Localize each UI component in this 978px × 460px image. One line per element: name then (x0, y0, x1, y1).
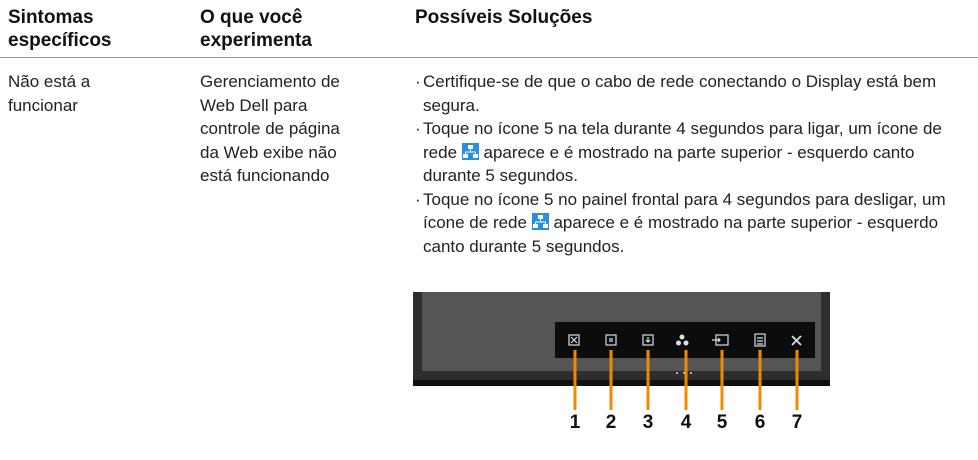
button-label: 4 (680, 412, 692, 433)
solution-item: Toque no ícone 5 no painel frontal para … (415, 188, 955, 259)
symptom-cell: Não está a funcionar (8, 72, 91, 115)
solutions-list: Certifique-se de que o cabo de rede cone… (415, 70, 955, 258)
solution-text: aparece e é mostrado na parte superior -… (423, 213, 939, 256)
network-icon (531, 213, 549, 230)
button-label: 2 (605, 412, 617, 433)
solution-text: aparece e é mostrado na parte superior -… (423, 142, 915, 186)
network-icon (461, 142, 479, 160)
callout-lines (573, 350, 799, 410)
header-rule (0, 57, 978, 58)
solution-text: Certifique-se de que o cabo de rede cone… (423, 72, 937, 115)
solution-item: Certifique-se de que o cabo de rede cone… (415, 70, 955, 117)
button-label: 5 (716, 412, 728, 433)
column-header: O que você experimenta (200, 7, 312, 51)
experience-cell: Gerenciamento de Web Dell para controle … (200, 72, 340, 185)
solution-text: Toque no ícone 5 no painel frontal para … (423, 189, 946, 233)
button-icons (568, 333, 802, 347)
button-label: 7 (791, 412, 803, 433)
solution-item: Toque no ícone 5 na tela durante 4 segun… (415, 117, 955, 188)
button-label: 6 (754, 412, 766, 433)
monitor-bezel (413, 380, 830, 386)
column-header: Possíveis Soluções (415, 7, 593, 28)
solution-text: Toque no ícone 5 na tela durante 4 segun… (423, 119, 942, 162)
button-label: 1 (569, 412, 581, 433)
column-header: Sintomas específicos (8, 7, 112, 51)
button-label: 3 (642, 412, 654, 433)
